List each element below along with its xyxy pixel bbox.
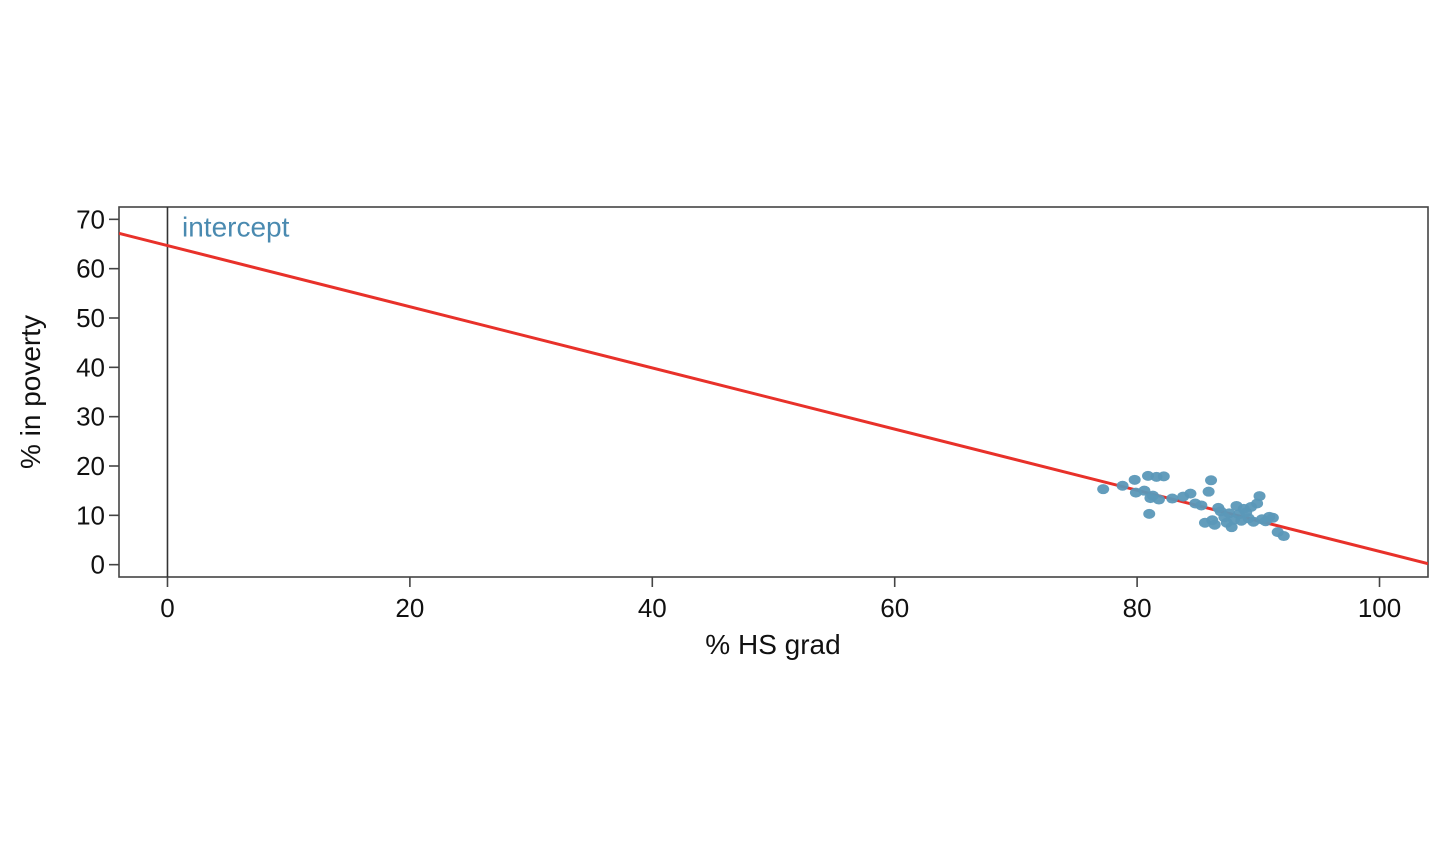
y-axis: 0 10 20 30 40 50 60 70 [76, 204, 119, 580]
x-axis: 0 20 40 60 80 100 [160, 577, 1401, 623]
y-tick-label: 50 [76, 303, 105, 333]
y-tick-label: 70 [76, 204, 105, 234]
data-point [1253, 491, 1266, 502]
y-tick-label: 60 [76, 254, 105, 284]
plot-frame [118, 206, 1429, 578]
x-tick-label: 60 [880, 593, 909, 623]
y-tick-label: 0 [91, 550, 105, 580]
y-tick-label: 10 [76, 500, 105, 530]
data-point [1202, 486, 1215, 497]
data-point [1277, 531, 1290, 542]
data-point [1143, 508, 1156, 519]
data-point [1128, 474, 1141, 485]
x-tick-label: 100 [1358, 593, 1401, 623]
data-point [1138, 485, 1151, 496]
x-tick-label: 0 [160, 593, 174, 623]
x-axis-title: % HS grad [705, 629, 840, 660]
x-tick-label: 80 [1123, 593, 1152, 623]
intercept-annotation: intercept [182, 212, 290, 243]
data-points [1097, 470, 1290, 542]
data-point [1205, 475, 1218, 486]
y-tick-label: 20 [76, 451, 105, 481]
data-point [1266, 512, 1279, 523]
data-point [1157, 471, 1170, 482]
y-axis-title: % in poverty [15, 315, 46, 469]
data-point [1184, 488, 1197, 499]
data-point [1166, 493, 1179, 504]
data-point [1097, 484, 1110, 495]
data-point [1208, 519, 1221, 530]
data-point [1116, 480, 1129, 491]
regression-line [119, 231, 1428, 566]
data-point [1152, 494, 1165, 505]
y-tick-label: 30 [76, 402, 105, 432]
x-tick-label: 20 [395, 593, 424, 623]
y-tick-label: 40 [76, 352, 105, 382]
data-point [1195, 500, 1208, 511]
x-tick-label: 40 [638, 593, 667, 623]
